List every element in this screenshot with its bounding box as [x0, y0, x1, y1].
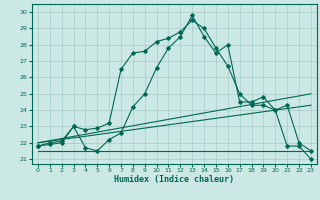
- X-axis label: Humidex (Indice chaleur): Humidex (Indice chaleur): [115, 175, 234, 184]
